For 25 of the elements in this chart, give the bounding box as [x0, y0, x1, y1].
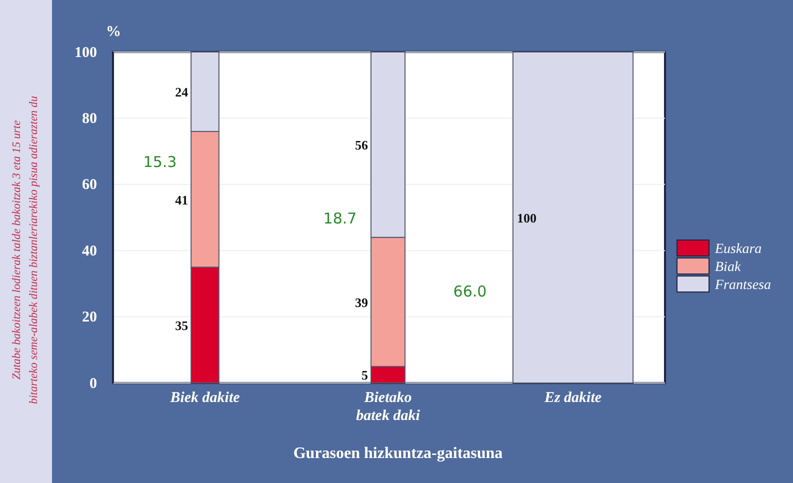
y-axis-title: Zutabe bakoitzeen lodierak talde bakoitzak 3 eta 15 urte bitarteko seme-alabek dituen biztanleriarekiko pisua adierazten du: [11, 96, 40, 404]
legend-label: Biak: [715, 260, 742, 275]
data-label: 24: [175, 84, 189, 100]
y-tick-label: 100: [74, 44, 97, 61]
legend-label: Frantsesa: [714, 278, 771, 293]
text: %: [106, 24, 121, 40]
x-tick-label: Bietako batek daki: [356, 390, 421, 424]
y-tick-label: 40: [82, 243, 97, 260]
annotation: 66.0: [453, 282, 487, 300]
y-tick-label: 60: [82, 177, 97, 194]
data-label: 39: [354, 294, 368, 310]
x-tick-label: Biek dakite: [169, 390, 240, 406]
legend-label: Euskara: [714, 242, 762, 257]
data-label: 56: [354, 138, 368, 153]
y-tick-label: 0: [90, 376, 97, 392]
annotation: 18.7: [323, 210, 357, 228]
data-label: 41: [175, 192, 188, 208]
y-tick-label: 80: [82, 111, 97, 127]
x-axis-title: Gurasoen hizkuntza-gaitasuna: [293, 445, 503, 462]
data-label: 35: [175, 318, 189, 334]
data-label: 5: [361, 368, 368, 383]
x-tick-label: Ez dakite: [543, 390, 602, 406]
data-label: 100: [516, 210, 536, 226]
y-tick-label: 20: [82, 310, 97, 326]
annotation: 15.3: [143, 153, 177, 172]
